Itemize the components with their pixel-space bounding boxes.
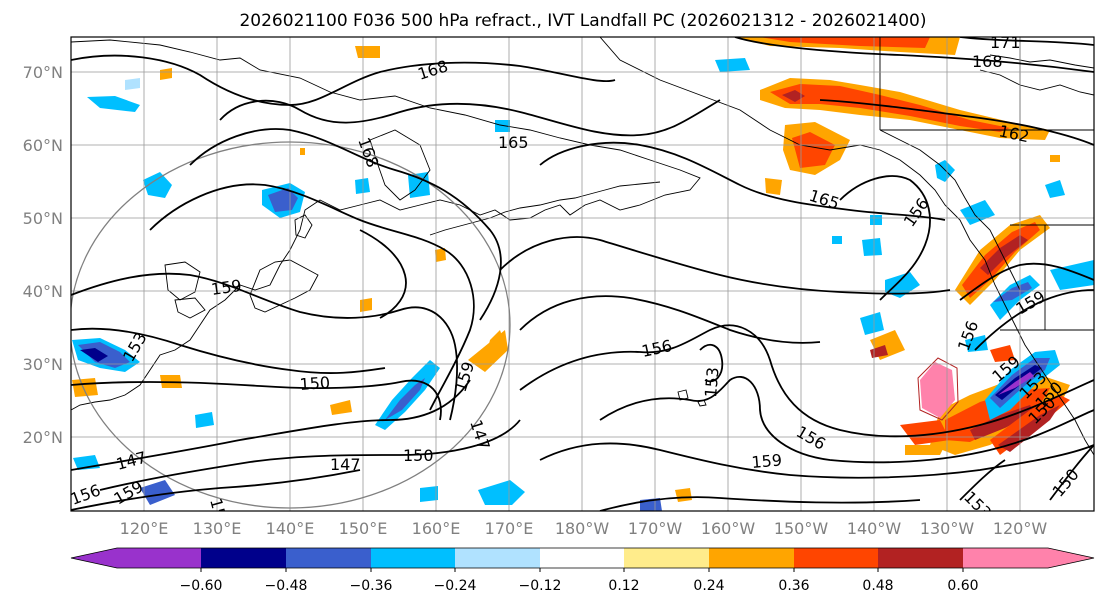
- colorbar-tick-labels: −0.60 −0.48 −0.36 −0.24 −0.12 0.12 0.24 …: [180, 578, 979, 594]
- contour-label: 165: [498, 133, 529, 152]
- lon-label: 150°E: [339, 519, 388, 538]
- contour-label: 168: [972, 52, 1003, 71]
- lon-label: 140°E: [266, 519, 315, 538]
- colorbar-segment: [963, 548, 1048, 568]
- coastlines: [71, 37, 1094, 456]
- colorbar-segment: [455, 548, 540, 568]
- lat-label: 20°N: [23, 428, 63, 447]
- figure-title: 2026021100 F036 500 hPa refract., IVT La…: [239, 11, 926, 31]
- lon-label: 150°W: [774, 519, 829, 538]
- colorbar-segment: [371, 548, 455, 568]
- colorbar-segment: [794, 548, 878, 568]
- colorbar-extend-low: [71, 548, 117, 568]
- lon-label: 130°W: [920, 519, 975, 538]
- colorbar-segment: [878, 548, 963, 568]
- contour-label: 159: [210, 276, 243, 299]
- contour-label: 171: [990, 33, 1021, 52]
- lon-label: 130°E: [193, 519, 242, 538]
- colorbar-segment: [201, 548, 286, 568]
- contours: [71, 37, 1094, 511]
- lon-label: 160°W: [701, 519, 756, 538]
- colorbar-tick-label: −0.60: [180, 578, 223, 594]
- map-panel: 168 165 168 171 168 162 165 156 159 153 …: [71, 33, 1094, 530]
- colorbar-tick-label: −0.12: [519, 578, 562, 594]
- contour-label: 153: [701, 366, 723, 398]
- colorbar-segment: [117, 548, 201, 568]
- range-circle: [71, 141, 511, 509]
- colorbar-segment: [540, 548, 624, 568]
- colorbar-extend-high: [1048, 548, 1094, 568]
- gridlines: [71, 37, 1094, 511]
- colorbar-tick-label: −0.24: [434, 578, 477, 594]
- colorbar-tick-label: −0.48: [265, 578, 308, 594]
- lon-label: 120°E: [120, 519, 169, 538]
- lon-label: 160°E: [412, 519, 461, 538]
- lat-label: 70°N: [23, 63, 63, 82]
- lon-label: 120°W: [993, 519, 1048, 538]
- colorbar-tick-label: −0.36: [350, 578, 393, 594]
- colorbar-tick-label: 0.24: [693, 578, 724, 594]
- colorbar-segment: [709, 548, 794, 568]
- lat-label: 50°N: [23, 209, 63, 228]
- colorbar-tick-label: 0.60: [947, 578, 978, 594]
- colorbar-segment: [286, 548, 371, 568]
- colorbar-outline: [70, 547, 1095, 569]
- contour-label: 153: [206, 496, 232, 530]
- lat-label: 60°N: [23, 136, 63, 155]
- colorbar-tick-label: 0.48: [862, 578, 893, 594]
- lat-label: 30°N: [23, 355, 63, 374]
- lon-label: 170°W: [628, 519, 683, 538]
- lon-label: 170°E: [485, 519, 534, 538]
- lon-labels: 120°E 130°E 140°E 150°E 160°E 170°E 180°…: [120, 519, 1048, 538]
- lat-label: 40°N: [23, 282, 63, 301]
- colorbar-segment: [624, 548, 709, 568]
- contour-label: 150: [299, 373, 331, 394]
- map-frame: [70, 36, 1095, 512]
- colorbar-tick-label: 0.12: [608, 578, 639, 594]
- lat-labels: 70°N 60°N 50°N 40°N 30°N 20°N: [23, 63, 63, 447]
- colorbar-tick-label: 0.36: [778, 578, 809, 594]
- contour-label: 150: [403, 446, 434, 465]
- lon-label: 180°W: [555, 519, 610, 538]
- colorbar: [70, 547, 1095, 572]
- lon-label: 140°W: [847, 519, 902, 538]
- contour-label: 159: [751, 450, 783, 472]
- contour-label: 147: [330, 455, 361, 474]
